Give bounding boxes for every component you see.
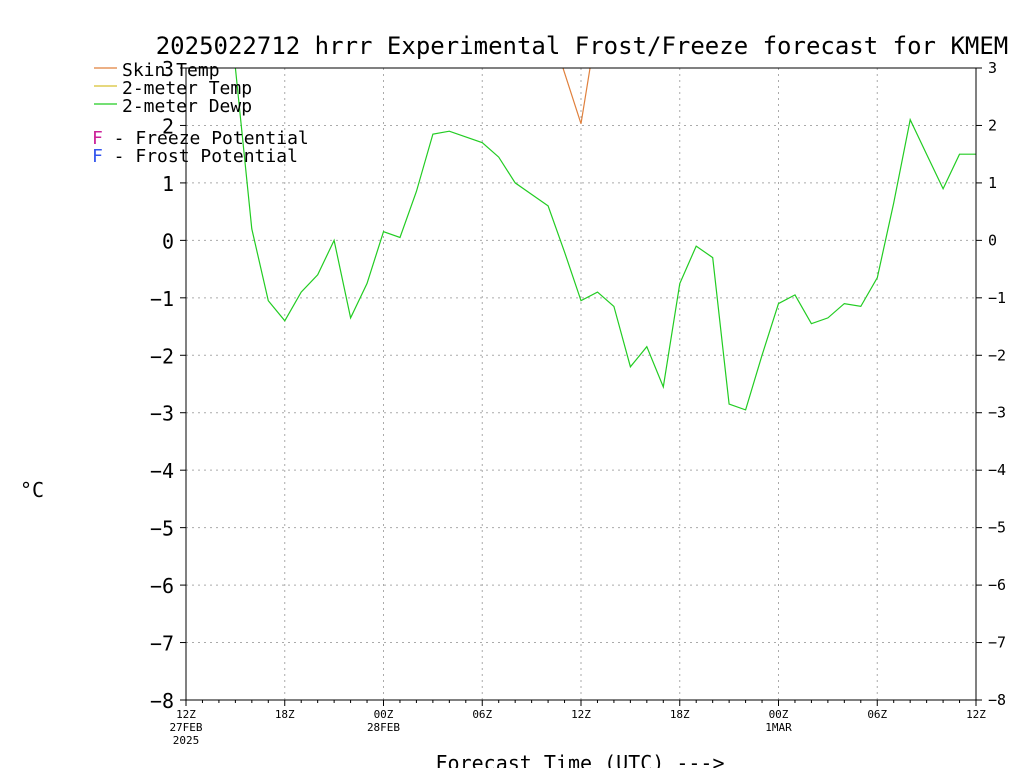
x-tick-label: 12Z <box>571 708 591 721</box>
x-tick-label: 18Z <box>275 708 295 721</box>
chart-title: 2025022712 hrrr Experimental Frost/Freez… <box>156 32 1009 60</box>
y-axis-label: °C <box>20 478 44 502</box>
x-axis-label: Forecast Time (UTC) ---> <box>436 751 725 768</box>
y-tick-label-right: 3 <box>988 59 997 77</box>
series-line-skin-temp <box>562 68 591 124</box>
series-line-2-meter-dewp <box>234 68 976 411</box>
x-tick-label: 00Z <box>374 708 394 721</box>
potential-legend-entry: F - Freeze Potential <box>92 128 309 149</box>
y-tick-label: −5 <box>150 517 174 541</box>
y-tick-label: −8 <box>150 689 174 713</box>
potential-label: - Frost Potential <box>103 146 298 167</box>
y-tick-label: −2 <box>150 344 174 368</box>
y-tick-label-right: 2 <box>988 116 997 134</box>
y-tick-label: −1 <box>150 287 174 311</box>
y-tick-label: −7 <box>150 632 174 656</box>
x-tick-label: 12Z <box>966 708 986 721</box>
potential-symbol: F <box>92 146 103 167</box>
y-tick-label: 2 <box>162 114 174 138</box>
y-tick-label-right: −6 <box>988 576 1006 594</box>
legend-label: Skin Temp <box>122 60 220 81</box>
x-tick-label: 00Z <box>769 708 789 721</box>
x-tick-label: 12Z <box>176 708 196 721</box>
y-tick-label: −4 <box>150 459 174 483</box>
y-tick-label-right: 0 <box>988 231 997 249</box>
y-tick-label: 0 <box>162 229 174 253</box>
grid-lines <box>186 68 976 700</box>
legend-label: 2-meter Temp <box>122 78 252 99</box>
y-tick-label-right: −2 <box>988 346 1006 364</box>
series-layer <box>234 68 976 411</box>
potential-legend-entry: F - Frost Potential <box>92 146 298 167</box>
x-tick-label: 28FEB <box>367 721 400 734</box>
y-tick-label-right: −1 <box>988 289 1006 307</box>
plot-frame <box>185 67 977 701</box>
x-tick-label: 18Z <box>670 708 690 721</box>
potential-label: - Freeze Potential <box>103 128 309 149</box>
y-tick-label-right: −3 <box>988 404 1006 422</box>
y-tick-label-right: −7 <box>988 634 1006 652</box>
y-tick-label: −6 <box>150 574 174 598</box>
x-tick-label: 1MAR <box>765 721 792 734</box>
legend-label: 2-meter Dewp <box>122 96 252 117</box>
y-tick-label-right: −4 <box>988 461 1006 479</box>
y-tick-label: 3 <box>162 57 174 81</box>
y-axis-right: 3 2 1 0 −1 −2 −3 −4 −5 −6 −7 −8 <box>976 59 1006 709</box>
x-tick-label: 2025 <box>173 734 200 747</box>
y-axis-left: 3 2 1 0 −1 −2 −3 −4 −5 −6 −7 −8 <box>150 57 186 713</box>
x-tick-label: 06Z <box>472 708 492 721</box>
y-tick-label: 1 <box>162 172 174 196</box>
y-tick-label-right: −5 <box>988 519 1006 537</box>
potential-symbol: F <box>92 128 103 149</box>
x-tick-label: 27FEB <box>169 721 202 734</box>
x-tick-label: 06Z <box>867 708 887 721</box>
y-tick-label: −3 <box>150 402 174 426</box>
y-tick-label-right: −8 <box>988 691 1006 709</box>
y-tick-label-right: 1 <box>988 174 997 192</box>
